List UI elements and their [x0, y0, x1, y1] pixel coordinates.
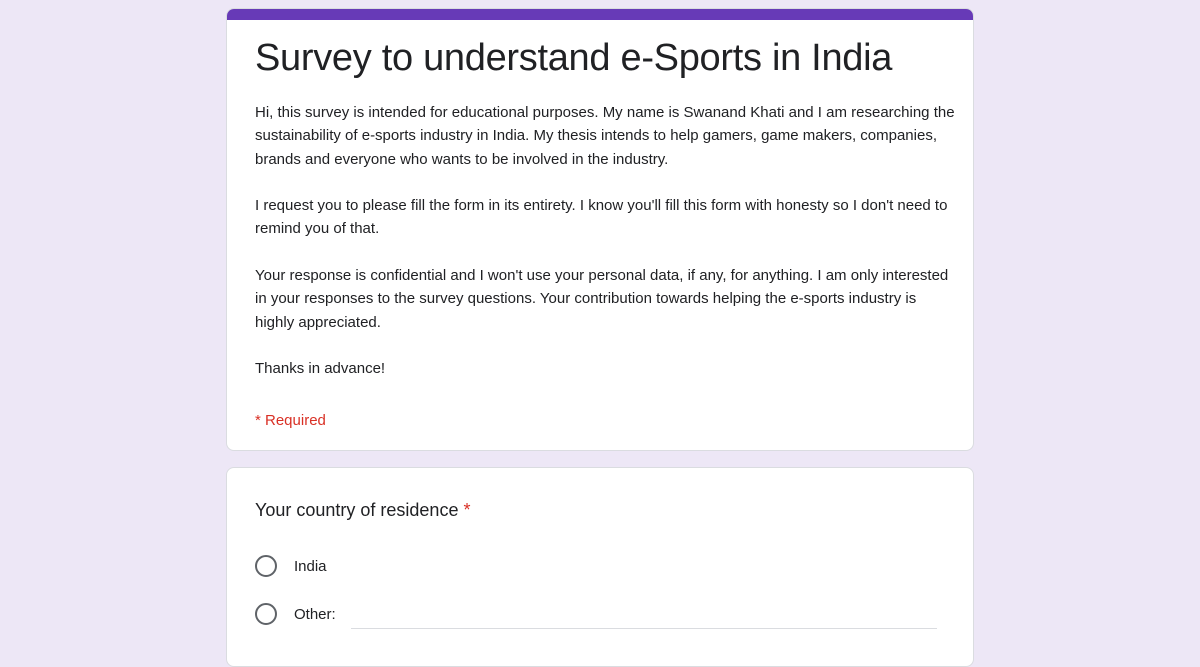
- option-label: Other:: [294, 605, 336, 623]
- form-header-card: Survey to understand e-Sports in India H…: [226, 8, 974, 451]
- option-label: India: [294, 557, 327, 575]
- question-text: Your country of residence: [255, 500, 459, 520]
- radio-button[interactable]: [255, 603, 277, 625]
- required-note: * Required: [255, 412, 326, 429]
- description-paragraph: Thanks in advance!: [255, 360, 386, 378]
- accent-bar: [227, 9, 973, 20]
- form-title: Survey to understand e-Sports in India: [255, 37, 893, 79]
- option-other[interactable]: Other:: [255, 603, 336, 625]
- question-title: Your country of residence *: [255, 500, 471, 521]
- option-india[interactable]: India: [255, 555, 327, 577]
- description-paragraph: Hi, this survey is intended for educatio…: [255, 104, 955, 168]
- question-card-country: Your country of residence * India Other:: [226, 467, 974, 667]
- radio-button[interactable]: [255, 555, 277, 577]
- other-text-input[interactable]: [351, 626, 937, 629]
- form-description: Hi, this survey is intended for educatio…: [255, 101, 955, 404]
- required-mark: *: [463, 500, 471, 520]
- description-paragraph: I request you to please fill the form in…: [255, 197, 948, 238]
- description-paragraph: Your response is confidential and I won'…: [255, 267, 949, 331]
